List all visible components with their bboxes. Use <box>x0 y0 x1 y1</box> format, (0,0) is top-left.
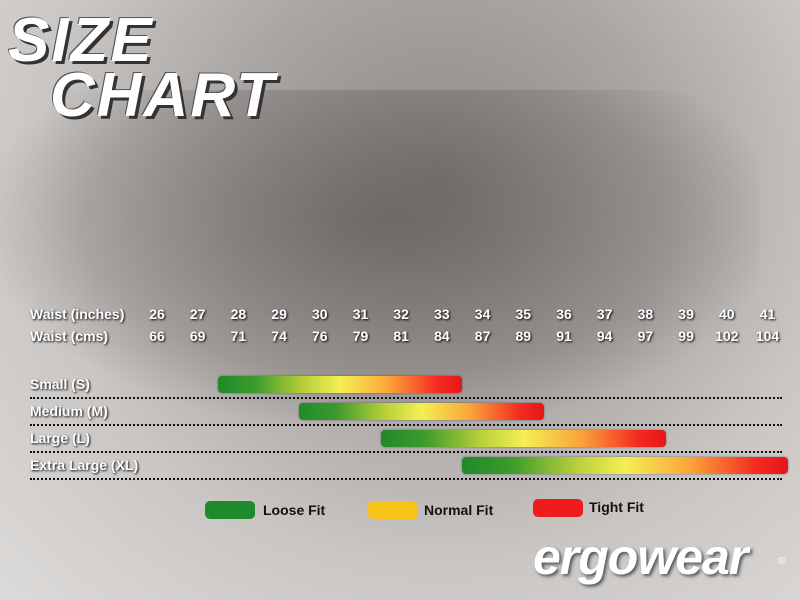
waist-inch-value: 36 <box>556 306 572 322</box>
waist-inch-value: 35 <box>515 306 532 322</box>
size-range-bar <box>299 403 544 420</box>
waist-inch-value: 34 <box>474 306 491 322</box>
waist-cm-value: 94 <box>596 328 613 344</box>
legend-swatch-tight <box>533 499 583 517</box>
size-range-bar <box>462 457 788 474</box>
waist-inch-value: 27 <box>189 306 206 322</box>
legend-swatch-normal <box>368 501 418 519</box>
waist-cm-value: 87 <box>474 328 491 344</box>
size-range-bar <box>218 376 463 393</box>
ergowear-logo: ergowear <box>533 529 748 585</box>
waist-cm-value: 97 <box>637 328 654 344</box>
waist-cm-value: 79 <box>352 328 369 344</box>
waist-inch-value: 31 <box>352 306 369 322</box>
waist-cm-value: 89 <box>515 328 532 344</box>
waist-cm-value: 76 <box>312 328 328 344</box>
waist-inch-value: 32 <box>393 306 409 322</box>
legend-label-tight: Tight Fit <box>589 499 644 515</box>
waist-cm-value: 71 <box>230 328 247 344</box>
row-divider <box>30 478 782 480</box>
waist-inch-value: 38 <box>637 306 654 322</box>
waist-cm-value: 102 <box>715 328 739 344</box>
waist-cm-value: 81 <box>393 328 409 344</box>
legend-label-loose: Loose Fit <box>263 502 326 518</box>
waist-cm-value: 104 <box>755 328 780 344</box>
waist-inch-value: 37 <box>596 306 613 322</box>
row-divider <box>30 451 782 453</box>
background-photo <box>0 90 760 420</box>
waist-inch-value: 41 <box>759 306 776 322</box>
title-line-1: SIZE <box>8 6 154 75</box>
waist-cm-value: 99 <box>678 328 694 344</box>
waist-inch-value: 39 <box>678 306 694 322</box>
waist-cms-label: Waist (cms) <box>30 328 109 344</box>
legend-label-normal: Normal Fit <box>424 502 494 518</box>
waist-inch-value: 26 <box>149 306 165 322</box>
size-label: Extra Large (XL) <box>30 457 139 473</box>
waist-inch-value: 33 <box>434 306 450 322</box>
waist-cm-value: 69 <box>189 328 206 344</box>
waist-cm-value: 84 <box>434 328 450 344</box>
legend-swatch-loose <box>205 501 255 519</box>
size-label: Large (L) <box>30 430 90 446</box>
row-divider <box>30 397 782 399</box>
size-label: Small (S) <box>30 376 90 392</box>
title-line-2: CHART <box>50 61 276 130</box>
size-label: Medium (M) <box>30 403 108 419</box>
registered-mark: ® <box>778 556 786 567</box>
row-divider <box>30 424 782 426</box>
waist-cm-value: 66 <box>149 328 165 344</box>
waist-cm-value: 74 <box>271 328 287 344</box>
waist-cm-value: 91 <box>556 328 572 344</box>
waist-inch-value: 30 <box>312 306 328 322</box>
waist-inch-value: 29 <box>271 306 287 322</box>
waist-inch-value: 28 <box>230 306 247 322</box>
size-range-bar <box>380 430 666 447</box>
waist-inches-label: Waist (inches) <box>30 306 125 322</box>
waist-inch-value: 40 <box>719 306 735 322</box>
